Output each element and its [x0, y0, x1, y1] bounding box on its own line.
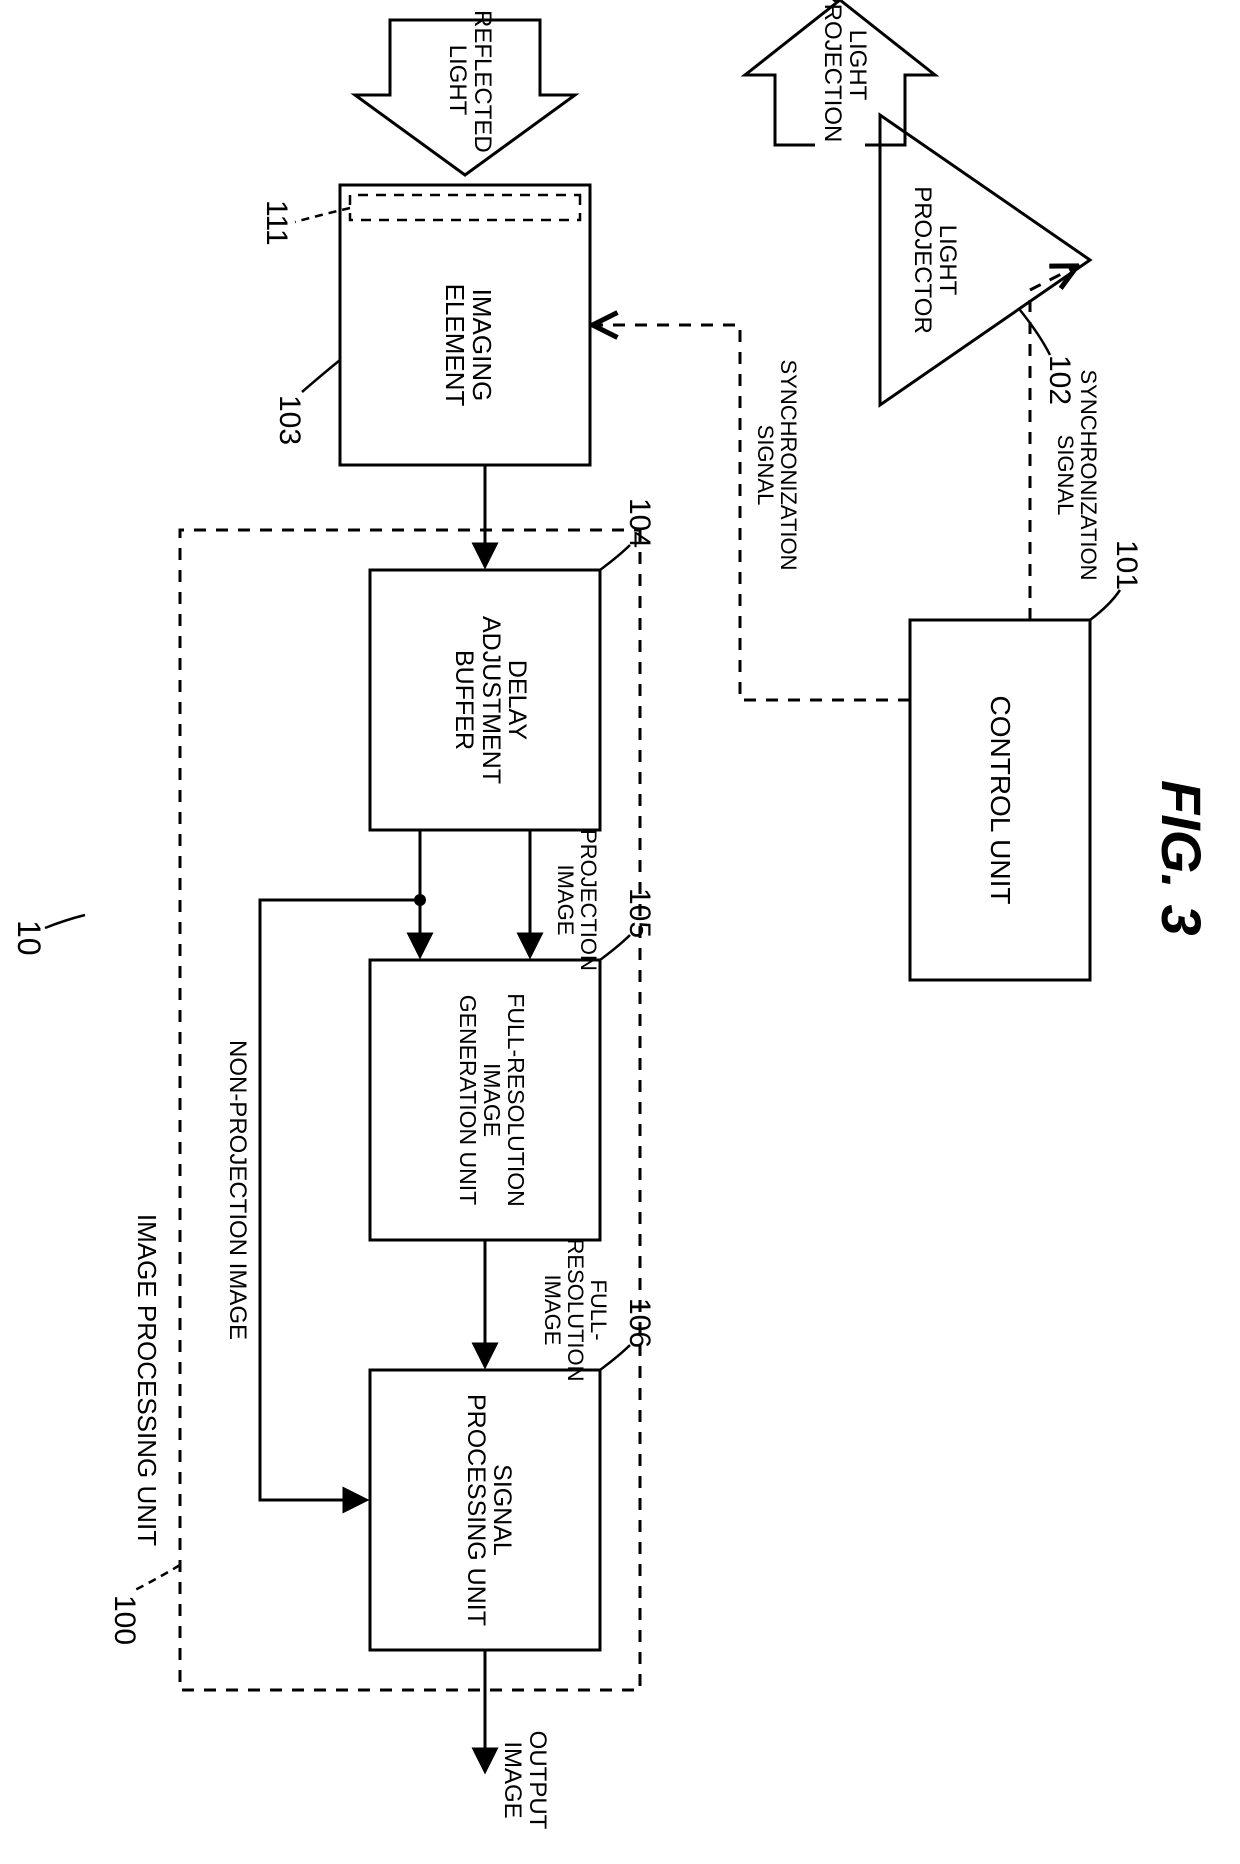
delay-label: DELAY ADJUSTMENT BUFFER: [451, 570, 530, 830]
ref-101-leader: [1090, 590, 1120, 620]
fullres-ref: 105: [624, 888, 656, 938]
signal-ref: 106: [624, 1298, 656, 1348]
ipu-ref: 100: [109, 1595, 141, 1645]
output-image-label: OUTPUT IMAGE: [500, 1720, 550, 1840]
imaging-label: IMAGING ELEMENT: [440, 225, 495, 465]
sync2-label: SYNCHRONIZATION SIGNAL: [754, 350, 800, 580]
ref-111-leader: [295, 208, 350, 222]
ref-105-leader: [600, 935, 630, 960]
imaging-filter-strip: [350, 195, 580, 220]
ref-102-leader: [1020, 310, 1050, 355]
fullres-image-label: FULL- RESOLUTION IMAGE: [541, 1235, 610, 1385]
ipu-label: IMAGE PROCESSING UNIT: [133, 1180, 160, 1580]
imaging-ref: 103: [274, 395, 306, 445]
system-ref: 10: [11, 920, 45, 956]
delay-ref: 104: [624, 498, 656, 548]
control-unit-label: CONTROL UNIT: [986, 620, 1015, 980]
projection-image-label: PROJECTION IMAGE: [554, 820, 600, 980]
ref-10-leader: [45, 915, 85, 928]
diagram-canvas: [0, 0, 1240, 1864]
reflected-light-label: REFLECTED LIGHT: [445, 10, 495, 150]
nonprojection-image-label: NON-PROJECTION IMAGE: [225, 1030, 250, 1350]
edge-nonproj-to-signal: [260, 900, 420, 1500]
sync1-label: SYNCHRONIZATION SIGNAL: [1054, 360, 1100, 590]
ref-104-leader: [600, 545, 630, 570]
control-unit-ref: 101: [1111, 540, 1143, 590]
signal-label: SIGNAL PROCESSING UNIT: [463, 1370, 516, 1650]
projector-label: LIGHT PROJECTOR: [910, 180, 960, 340]
light-projection-label: LIGHT PROJECTION: [820, 0, 870, 150]
fullres-label: FULL-RESOLUTION IMAGE GENERATION UNIT: [456, 960, 528, 1240]
figure-title: FIG. 3: [1151, 780, 1210, 936]
ref-103-leader: [302, 360, 340, 392]
imaging-filter-ref: 111: [261, 200, 293, 246]
